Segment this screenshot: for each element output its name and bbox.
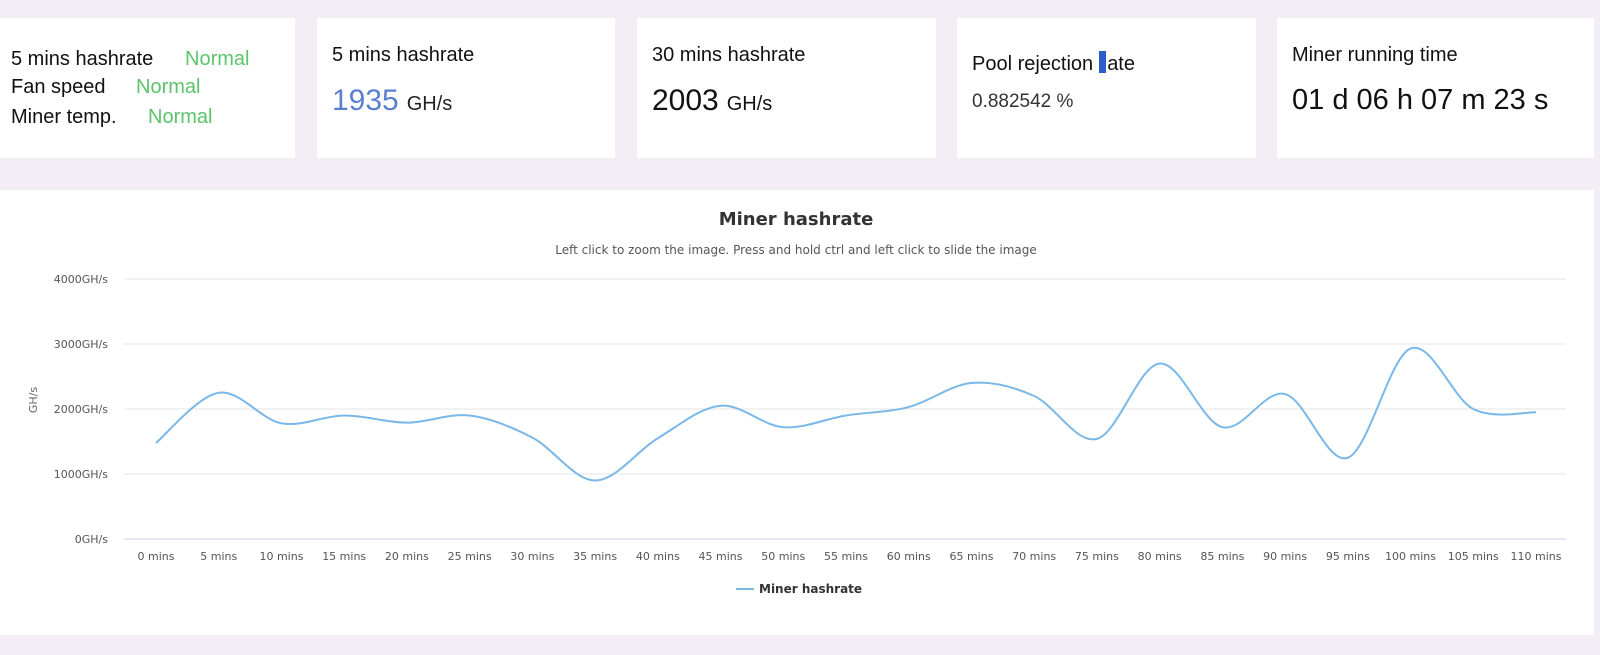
status-card: 5 mins hashrate Normal Fan speed Normal … bbox=[0, 18, 295, 158]
data-point[interactable] bbox=[1345, 455, 1351, 461]
data-point[interactable] bbox=[341, 413, 347, 419]
status-value-temp: Normal bbox=[148, 106, 213, 128]
legend-label[interactable]: Miner hashrate bbox=[759, 582, 862, 596]
running-time-value: 01 d 06 h 07 m 23 s bbox=[1292, 84, 1549, 116]
y-tick-label: 4000GH/s bbox=[54, 273, 108, 286]
running-time-title: Miner running time bbox=[1292, 44, 1458, 66]
x-tick-label: 110 mins bbox=[1511, 550, 1562, 563]
x-tick-label: 75 mins bbox=[1075, 550, 1119, 563]
hashrate-5min-value: 1935 bbox=[332, 84, 399, 117]
x-tick-label: 80 mins bbox=[1138, 550, 1182, 563]
data-point[interactable] bbox=[1282, 391, 1288, 397]
x-tick-label: 60 mins bbox=[887, 550, 931, 563]
data-point[interactable] bbox=[1219, 424, 1225, 430]
data-point[interactable] bbox=[1408, 346, 1414, 352]
y-tick-label: 1000GH/s bbox=[54, 468, 108, 481]
chart-title: Miner hashrate bbox=[719, 209, 874, 230]
hashrate-30min-value-wrap: 2003 GH/s bbox=[652, 84, 772, 118]
data-point[interactable] bbox=[216, 390, 222, 396]
status-label-hashrate: 5 mins hashrate bbox=[11, 48, 154, 70]
data-point[interactable] bbox=[843, 413, 849, 419]
data-point[interactable] bbox=[1031, 393, 1037, 399]
text-selection-cursor bbox=[1099, 51, 1107, 73]
hashrate-30min-unit: GH/s bbox=[726, 93, 773, 115]
hashrate-5min-unit: GH/s bbox=[406, 93, 453, 115]
pool-rejection-value: 0.882542 % bbox=[972, 91, 1074, 112]
y-tick-label: 3000GH/s bbox=[54, 338, 108, 351]
x-tick-label: 10 mins bbox=[259, 550, 303, 563]
data-point[interactable] bbox=[529, 435, 535, 441]
x-tick-label: 40 mins bbox=[636, 550, 680, 563]
x-tick-label: 90 mins bbox=[1263, 550, 1307, 563]
hashrate-5min-title: 5 mins hashrate bbox=[332, 44, 475, 66]
y-tick-label: 0GH/s bbox=[75, 533, 109, 546]
data-point[interactable] bbox=[1470, 406, 1476, 412]
pool-rejection-title: Pool rejection ate bbox=[972, 51, 1135, 76]
x-tick-label: 15 mins bbox=[322, 550, 366, 563]
data-point[interactable] bbox=[655, 435, 661, 441]
x-tick-label: 5 mins bbox=[200, 550, 237, 563]
x-tick-label: 0 mins bbox=[138, 550, 175, 563]
data-point[interactable] bbox=[1094, 436, 1100, 442]
hashrate-30min-title: 30 mins hashrate bbox=[652, 44, 806, 66]
hashrate-5min-value-wrap: 1935 GH/s bbox=[332, 84, 452, 118]
data-point[interactable] bbox=[404, 420, 410, 426]
hashrate-30min-card: 30 mins hashrate 2003 GH/s bbox=[637, 18, 936, 158]
x-tick-labels: 0 mins 5 mins 10 mins 15 mins 20 mins 25 mins… bbox=[138, 550, 1562, 563]
x-tick-label: 85 mins bbox=[1200, 550, 1244, 563]
chart-legend[interactable]: Miner hashrate bbox=[736, 582, 862, 596]
data-point[interactable] bbox=[1533, 409, 1539, 415]
pool-rejection-title-start: Pool rejection bbox=[972, 53, 1094, 75]
pool-rejection-title-end: ate bbox=[1107, 53, 1135, 75]
data-point[interactable] bbox=[968, 380, 974, 386]
chart-subtitle: Left click to zoom the image. Press and … bbox=[555, 243, 1037, 257]
x-tick-label: 30 mins bbox=[510, 550, 554, 563]
x-tick-label: 105 mins bbox=[1448, 550, 1499, 563]
x-tick-label: 55 mins bbox=[824, 550, 868, 563]
x-tick-label: 50 mins bbox=[761, 550, 805, 563]
status-label-fan: Fan speed bbox=[11, 76, 106, 98]
hashrate-chart-panel[interactable]: Miner hashrate Left click to zoom the im… bbox=[0, 190, 1594, 635]
data-point[interactable] bbox=[278, 420, 284, 426]
series-group[interactable] bbox=[153, 346, 1539, 484]
status-label-temp: Miner temp. bbox=[11, 106, 117, 128]
data-point[interactable] bbox=[1157, 361, 1163, 367]
data-point[interactable] bbox=[906, 404, 912, 410]
x-tick-label: 45 mins bbox=[699, 550, 743, 563]
status-value-fan: Normal bbox=[136, 76, 201, 98]
status-value-hashrate: Normal bbox=[185, 48, 250, 70]
y-tick-labels: 0GH/s 1000GH/s 2000GH/s 3000GH/s 4000GH/s bbox=[54, 273, 109, 546]
x-tick-label: 65 mins bbox=[949, 550, 993, 563]
data-point[interactable] bbox=[467, 413, 473, 419]
x-tick-label: 20 mins bbox=[385, 550, 429, 563]
data-point[interactable] bbox=[592, 478, 598, 484]
running-time-card: Miner running time 01 d 06 h 07 m 23 s bbox=[1277, 18, 1594, 158]
hashrate-5min-card: 5 mins hashrate 1935 GH/s bbox=[317, 18, 615, 158]
x-tick-label: 70 mins bbox=[1012, 550, 1056, 563]
data-point[interactable] bbox=[780, 424, 786, 430]
series-line-miner-hashrate[interactable] bbox=[155, 346, 1537, 482]
x-tick-label: 25 mins bbox=[448, 550, 492, 563]
data-point[interactable] bbox=[153, 440, 159, 446]
y-axis-label: GH/s bbox=[27, 387, 40, 414]
data-point[interactable] bbox=[718, 403, 724, 409]
pool-rejection-card: Pool rejection ate 0.882542 % bbox=[957, 18, 1256, 158]
x-tick-label: 100 mins bbox=[1385, 550, 1436, 563]
hashrate-30min-value: 2003 bbox=[652, 84, 719, 117]
x-tick-label: 95 mins bbox=[1326, 550, 1370, 563]
x-tick-label: 35 mins bbox=[573, 550, 617, 563]
grid-lines bbox=[124, 278, 1566, 540]
hashrate-chart[interactable]: Miner hashrate Left click to zoom the im… bbox=[0, 190, 1594, 635]
y-tick-label: 2000GH/s bbox=[54, 403, 108, 416]
